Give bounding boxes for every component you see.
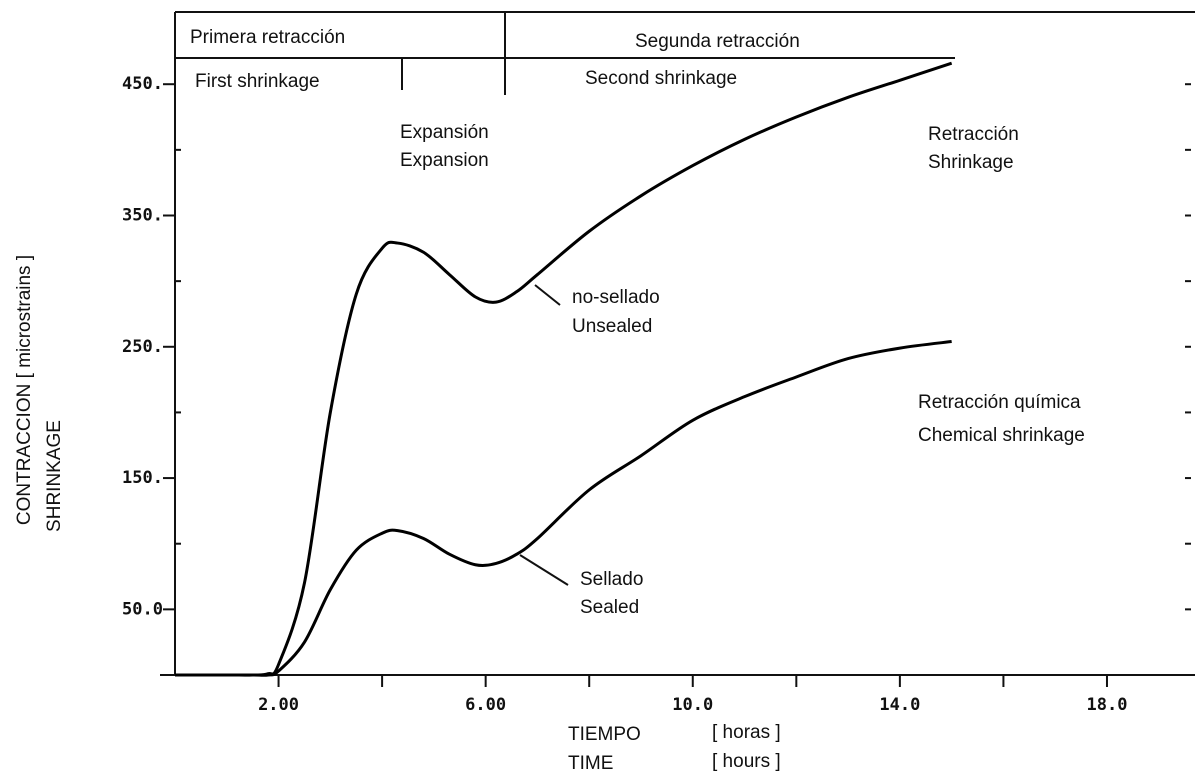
y-axis-label: CONTRACCION [ microstrains ] <box>14 255 35 525</box>
x-axis-label: TIME <box>568 753 613 774</box>
annotation: Second shrinkage <box>585 68 737 89</box>
x-axis-label: TIEMPO <box>568 724 641 745</box>
y-tick-label: 150. <box>122 468 163 488</box>
annotation: Shrinkage <box>928 152 1014 173</box>
y-tick-label: 450. <box>122 74 163 94</box>
annotation: Expansión <box>400 122 489 143</box>
annotation: Unsealed <box>572 316 652 337</box>
data-line <box>174 340 952 677</box>
annotation: Sellado <box>580 569 643 590</box>
x-axis-label: [ hours ] <box>712 751 781 772</box>
annotation: Retracción química <box>918 392 1081 413</box>
leader-line <box>534 284 561 306</box>
x-tick-label: 2.00 <box>258 695 299 715</box>
x-tick-label: 18.0 <box>1087 695 1128 715</box>
annotation: Primera retracción <box>190 27 345 48</box>
x-axis-label: [ horas ] <box>712 722 781 743</box>
x-tick-label: 6.00 <box>465 695 506 715</box>
y-tick-label: 50.0 <box>122 599 163 619</box>
x-tick-label: 10.0 <box>672 695 713 715</box>
annotation: Segunda retracción <box>635 31 800 52</box>
y-tick-label: 250. <box>122 337 163 357</box>
annotation: First shrinkage <box>195 71 320 92</box>
annotation: Sealed <box>580 597 639 618</box>
data-line <box>174 61 953 677</box>
annotation: Expansion <box>400 150 489 171</box>
annotation: no-sellado <box>572 287 660 308</box>
y-axis-label: SHRINKAGE <box>44 420 65 532</box>
annotation: Chemical shrinkage <box>918 425 1085 446</box>
leader-line <box>519 554 569 586</box>
x-tick-label: 14.0 <box>879 695 920 715</box>
annotation: Retracción <box>928 124 1019 145</box>
y-tick-label: 350. <box>122 205 163 225</box>
